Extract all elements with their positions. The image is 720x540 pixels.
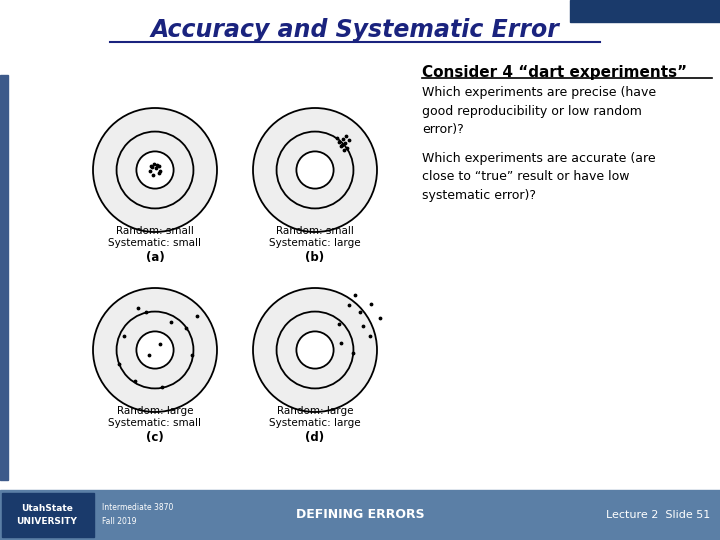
Circle shape <box>276 132 354 208</box>
Circle shape <box>136 151 174 188</box>
Circle shape <box>276 312 354 388</box>
Text: Systematic: large: Systematic: large <box>269 238 361 248</box>
Circle shape <box>117 312 194 388</box>
Circle shape <box>93 108 217 232</box>
Text: UtahState
UNIVERSITY: UtahState UNIVERSITY <box>17 504 78 526</box>
Text: DEFINING ERRORS: DEFINING ERRORS <box>296 509 424 522</box>
Bar <box>2 493 94 537</box>
Circle shape <box>93 288 217 412</box>
Text: Random: large: Random: large <box>276 406 354 416</box>
Circle shape <box>136 332 174 369</box>
Text: Which experiments are accurate (are
close to “true” result or have low
systemati: Which experiments are accurate (are clos… <box>422 152 656 202</box>
Text: Random: large: Random: large <box>117 406 193 416</box>
Text: Accuracy and Systematic Error: Accuracy and Systematic Error <box>150 18 559 42</box>
Text: Lecture 2  Slide 51: Lecture 2 Slide 51 <box>606 510 710 520</box>
Text: Which experiments are precise (have
good reproducibility or low random
error)?: Which experiments are precise (have good… <box>422 86 656 136</box>
Circle shape <box>297 332 333 369</box>
Text: Systematic: large: Systematic: large <box>269 418 361 428</box>
Text: Fall 2019: Fall 2019 <box>102 517 137 526</box>
Text: (a): (a) <box>145 251 164 264</box>
Bar <box>0 490 720 540</box>
Text: Systematic: small: Systematic: small <box>109 238 202 248</box>
Text: Random: small: Random: small <box>276 226 354 236</box>
Text: (c): (c) <box>146 430 164 443</box>
Bar <box>570 0 720 22</box>
Circle shape <box>253 108 377 232</box>
Text: Intermediate 3870: Intermediate 3870 <box>102 503 174 511</box>
Bar <box>0 75 8 480</box>
Text: (d): (d) <box>305 430 325 443</box>
Text: Random: small: Random: small <box>116 226 194 236</box>
Text: (b): (b) <box>305 251 325 264</box>
Text: Consider 4 “dart experiments”: Consider 4 “dart experiments” <box>422 65 687 80</box>
Text: Systematic: small: Systematic: small <box>109 418 202 428</box>
Circle shape <box>297 151 333 188</box>
Circle shape <box>253 288 377 412</box>
Circle shape <box>117 132 194 208</box>
